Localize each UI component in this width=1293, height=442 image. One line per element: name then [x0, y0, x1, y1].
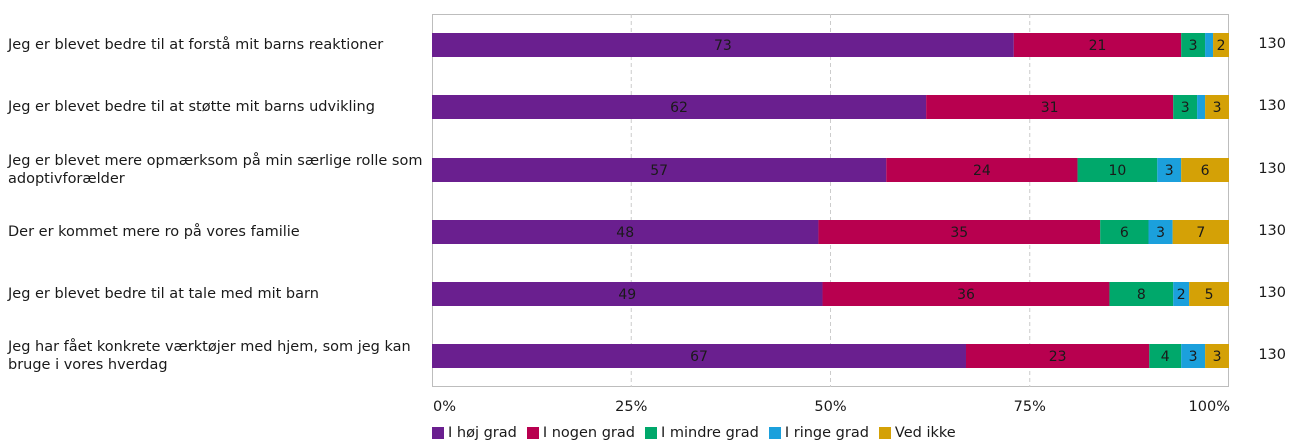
data-label: 6 — [1201, 163, 1210, 179]
bar-segment — [1013, 33, 1182, 57]
bar-segment — [818, 220, 1101, 244]
data-label: 21 — [1089, 38, 1107, 54]
bar-segment — [1181, 33, 1206, 57]
bar-segment — [1173, 282, 1190, 306]
n-label: 130 — [1258, 347, 1286, 363]
bar-segment — [886, 158, 1078, 182]
data-label: 23 — [1049, 349, 1067, 365]
bar-segment — [432, 220, 819, 244]
bar-segment — [1181, 158, 1229, 182]
category-label: Jeg er blevet bedre til at forstå mit ba… — [8, 37, 384, 53]
bar-segment — [1100, 220, 1149, 244]
data-label: 35 — [950, 225, 968, 241]
category-label: Jeg er blevet bedre til at tale med mit … — [8, 286, 319, 302]
data-label: 3 — [1189, 38, 1198, 54]
bar-segment — [1205, 33, 1214, 57]
data-label: 36 — [957, 287, 975, 303]
x-tick-label: 25% — [615, 399, 647, 415]
category-label: Jeg er blevet bedre til at støtte mit ba… — [8, 99, 375, 115]
data-label: 3 — [1213, 349, 1222, 365]
data-label: 7 — [1196, 225, 1205, 241]
legend-swatch — [526, 427, 539, 439]
bar-segment — [432, 344, 966, 368]
data-label: 73 — [714, 38, 732, 54]
bar-segment — [965, 344, 1150, 368]
legend-item: I høj grad — [432, 425, 517, 441]
bar-segment — [1077, 158, 1158, 182]
data-label: 24 — [973, 163, 991, 179]
data-label: 57 — [650, 163, 668, 179]
n-label: 130 — [1258, 285, 1286, 301]
data-label: 2 — [1217, 38, 1226, 54]
x-tick-label: 50% — [814, 399, 846, 415]
legend-item: I ringe grad — [768, 425, 869, 441]
legend: I høj grad I nogen grad I mindre grad I rin… — [432, 424, 966, 442]
data-label: 3 — [1213, 100, 1222, 116]
bar-segment — [432, 95, 927, 119]
bar-segment — [926, 95, 1174, 119]
data-label: 3 — [1181, 100, 1190, 116]
legend-label: I ringe grad — [784, 425, 869, 441]
bar-segment — [1213, 33, 1229, 57]
legend-item: I nogen grad — [526, 425, 635, 441]
bar-segment — [1148, 220, 1173, 244]
bar-segment — [432, 33, 1014, 57]
legend-item: I mindre grad — [644, 425, 759, 441]
data-label: 2 — [1177, 287, 1186, 303]
bar-segment — [432, 282, 823, 306]
data-label: 3 — [1165, 163, 1174, 179]
data-label: 3 — [1156, 225, 1165, 241]
bar-segment — [1109, 282, 1174, 306]
bar-segment — [822, 282, 1110, 306]
bar-segment — [1189, 282, 1229, 306]
x-tick-label: 75% — [1014, 399, 1046, 415]
legend-item: Ved ikke — [878, 425, 956, 441]
bar-segment — [1172, 220, 1229, 244]
category-label: Jeg er blevet mere opmærksom på min særl… — [8, 153, 423, 187]
data-label: 10 — [1109, 163, 1127, 179]
n-label: 130 — [1258, 98, 1286, 114]
data-label: 49 — [618, 287, 636, 303]
legend-label: I mindre grad — [660, 425, 759, 441]
x-tick-label: 0% — [433, 399, 456, 415]
data-label: 5 — [1205, 287, 1214, 303]
bar-segment — [1173, 95, 1198, 119]
data-label: 48 — [616, 225, 634, 241]
bar-segment — [1205, 344, 1229, 368]
data-label: 62 — [670, 100, 688, 116]
data-label: 6 — [1120, 225, 1129, 241]
bar-segment — [1149, 344, 1182, 368]
n-label: 130 — [1258, 161, 1286, 177]
data-label: 67 — [690, 349, 708, 365]
bar-segment — [1181, 344, 1206, 368]
category-label: Jeg har fået konkrete værktøjer med hjem… — [8, 339, 411, 373]
legend-swatch — [768, 427, 781, 439]
legend-label: I nogen grad — [542, 425, 635, 441]
legend-label: Ved ikke — [894, 425, 956, 441]
legend-label: I høj grad — [448, 425, 517, 441]
bar-segment — [1205, 95, 1229, 119]
legend-swatch — [878, 427, 891, 439]
legend-swatch — [644, 427, 657, 439]
bar-segment — [1197, 95, 1206, 119]
category-label: Der er kommet mere ro på vores familie — [8, 224, 300, 240]
x-tick-label: 100% — [1189, 399, 1230, 415]
data-label: 4 — [1161, 349, 1170, 365]
data-label: 31 — [1041, 100, 1059, 116]
legend-swatch — [432, 427, 444, 439]
n-label: 130 — [1258, 36, 1286, 52]
bar-segment — [432, 158, 887, 182]
data-label: 3 — [1189, 349, 1198, 365]
data-label: 8 — [1137, 287, 1146, 303]
bar-segment — [1157, 158, 1182, 182]
n-label: 130 — [1258, 223, 1286, 239]
